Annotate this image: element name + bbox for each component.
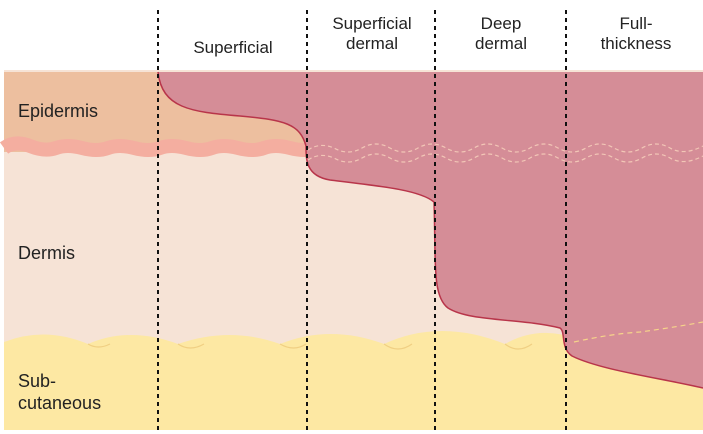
destroyed-fat-margin <box>573 321 703 343</box>
column-header-superficial-dermal: Superficial dermal <box>332 14 412 53</box>
layer-label-epidermis: Epidermis <box>18 101 99 121</box>
column-header-superficial: Superficial <box>193 38 273 57</box>
column-separators <box>157 10 567 430</box>
subcutaneous-layer <box>4 322 703 430</box>
destroyed-basement-membrane-lower <box>307 153 703 163</box>
column-header-full-thickness: Full- thickness <box>600 14 672 53</box>
layer-label-subcutaneous: Sub- cutaneous <box>18 371 102 413</box>
layer-label-dermis: Dermis <box>18 243 75 263</box>
destroyed-basement-membrane <box>307 143 703 153</box>
column-header-deep-dermal: Deep dermal <box>475 14 527 53</box>
fat-lobule-outlines <box>87 343 533 350</box>
